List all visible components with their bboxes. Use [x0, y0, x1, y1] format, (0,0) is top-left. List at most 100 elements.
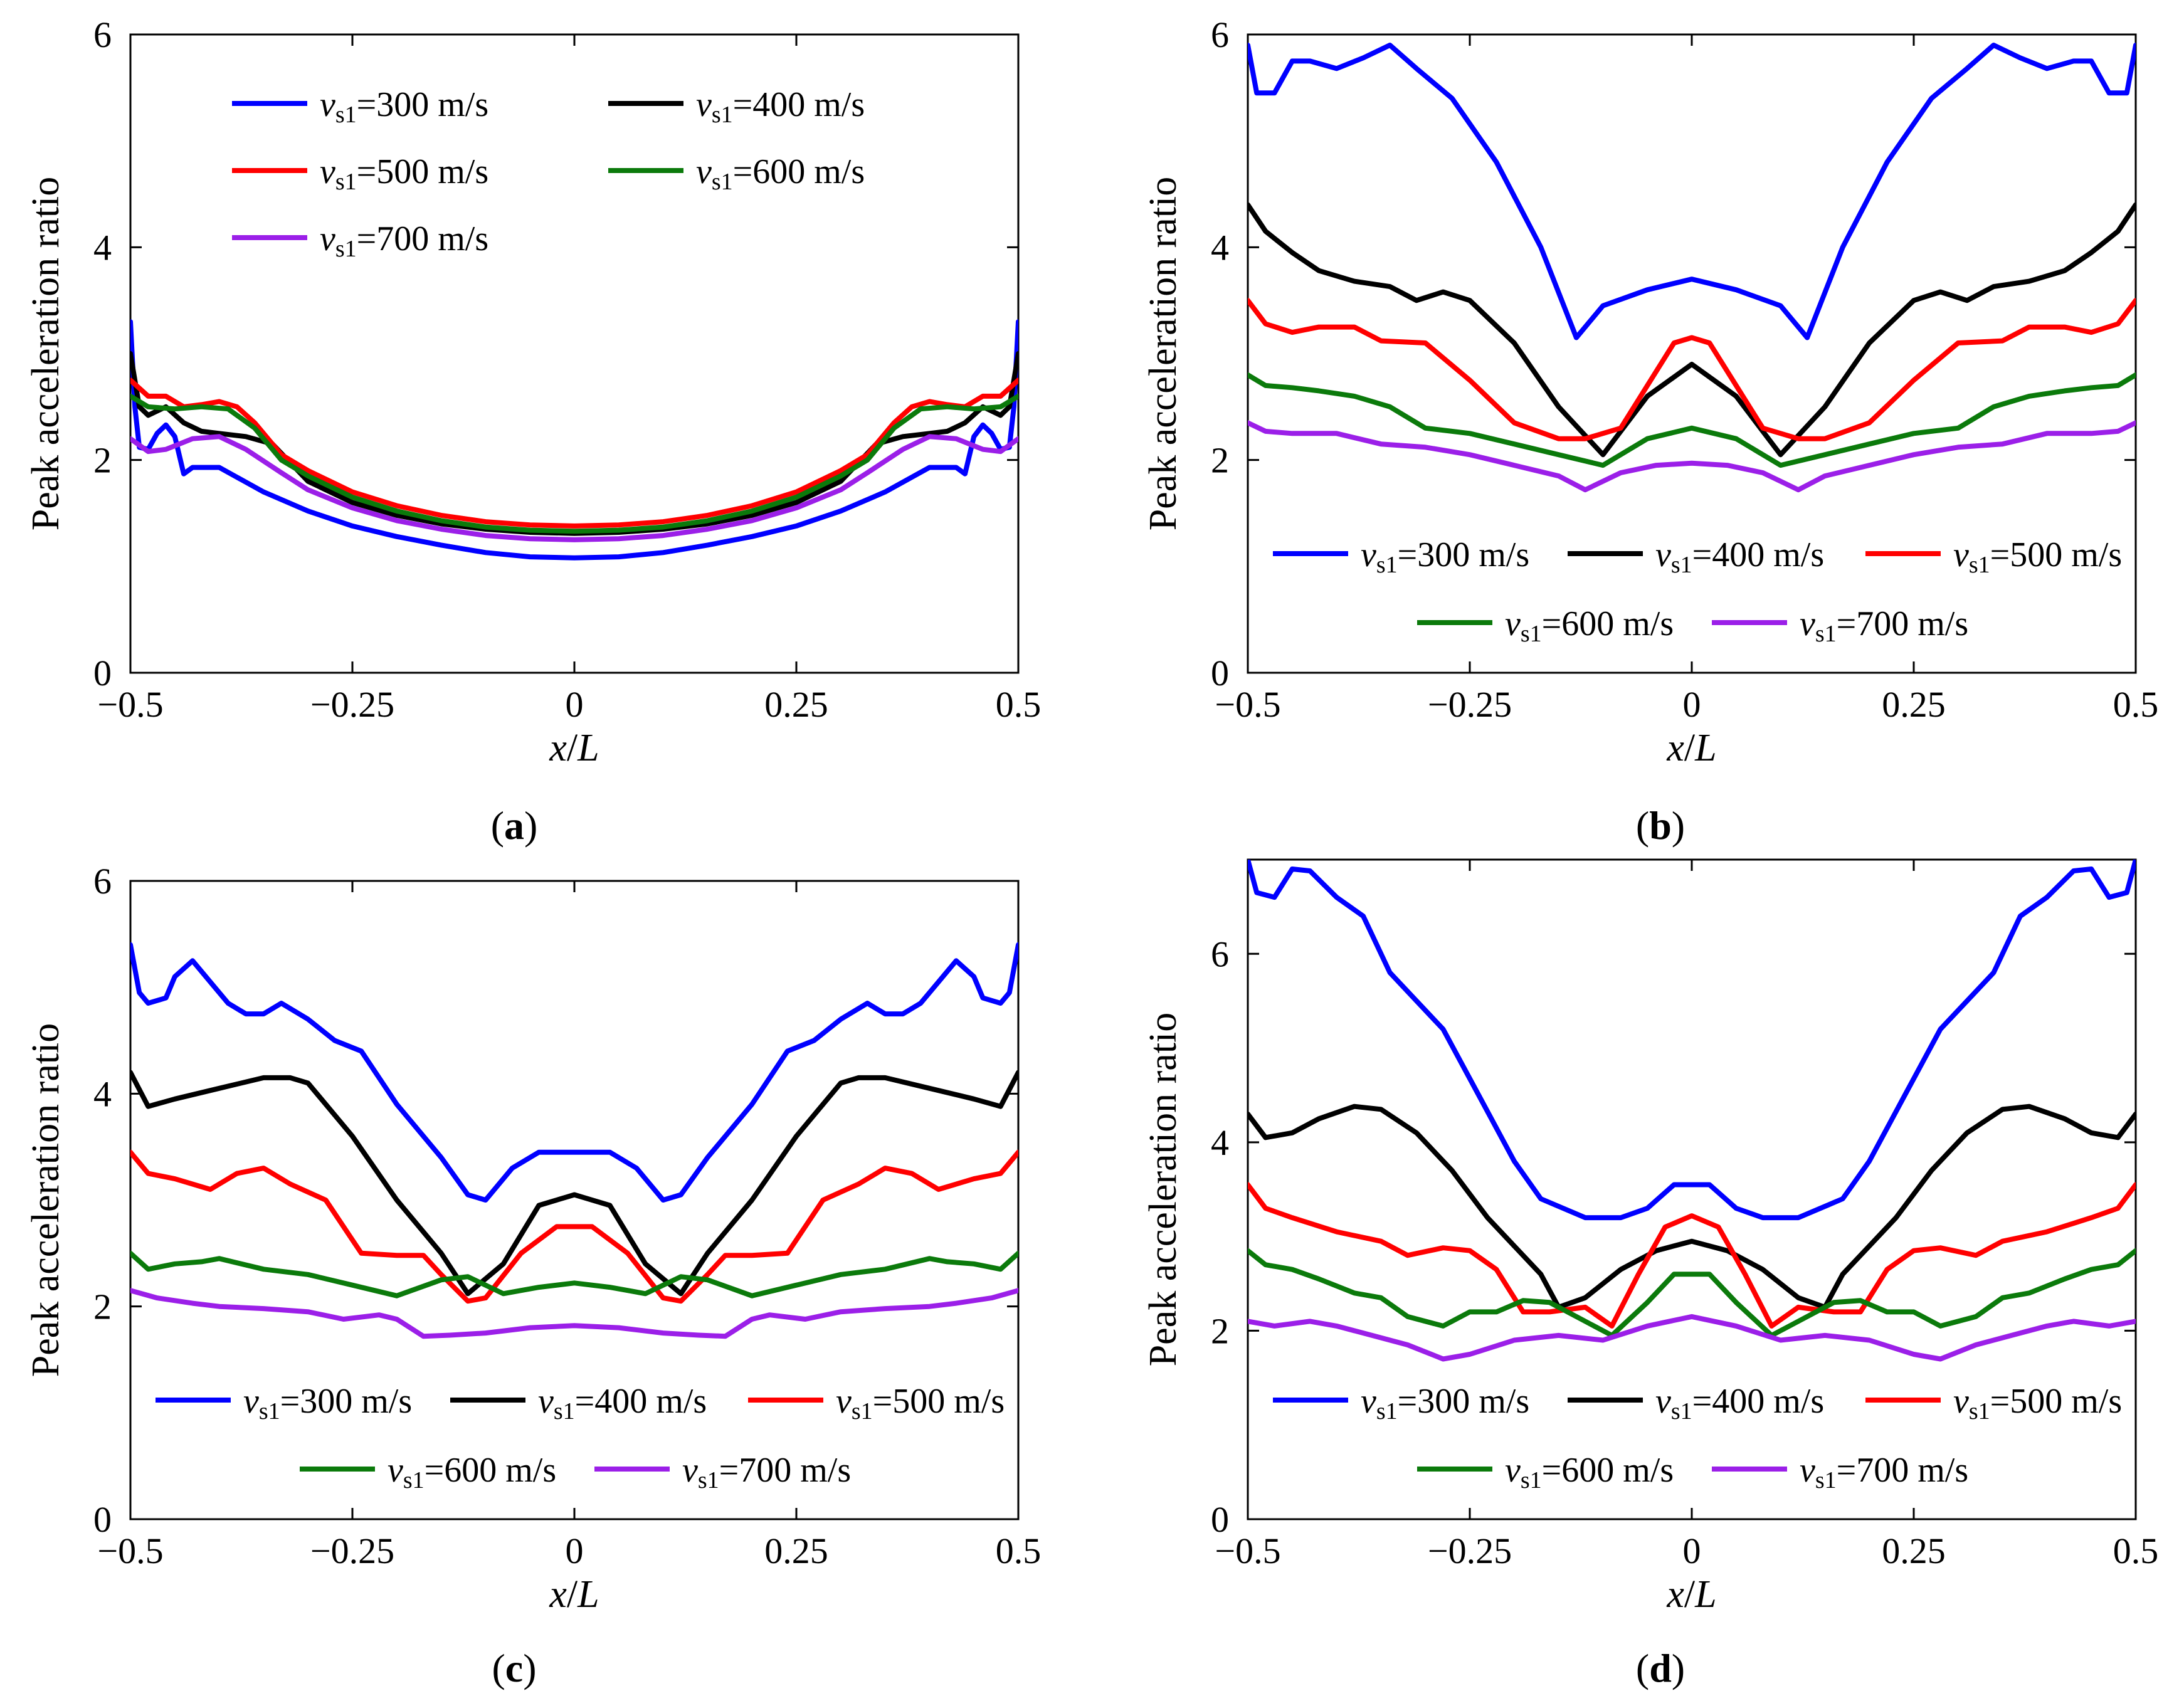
legend-eq: =: [1692, 1382, 1712, 1421]
legend-subscript: s1: [1815, 1467, 1837, 1493]
x-axis-title-x: x: [549, 727, 567, 769]
y-tick-label: 6: [93, 861, 112, 902]
panel-label: (c): [492, 1646, 536, 1690]
legend-label: vs1=300 m/s: [243, 1382, 412, 1425]
legend-label: vs1=700 m/s: [1800, 604, 1968, 647]
panel-label: (d): [1636, 1646, 1685, 1690]
series-group: [130, 942, 1018, 1339]
legend-item: vs1=400 m/s: [608, 85, 865, 128]
legend-subscript: s1: [403, 1467, 425, 1493]
legend-item: vs1=700 m/s: [1712, 1451, 1968, 1493]
x-tick-label: −0.5: [1215, 1530, 1280, 1571]
x-axis-title-x: x: [1666, 727, 1684, 769]
legend-label: vs1=300 m/s: [1361, 1382, 1529, 1425]
legend-value: 400 m/s: [594, 1382, 707, 1421]
y-tick-label: 0: [1211, 653, 1229, 693]
legend-item: vs1=500 m/s: [1865, 535, 2122, 578]
panel-label-letter: d: [1649, 1646, 1672, 1690]
legend-eq: =: [575, 1382, 595, 1421]
y-axis-title: Peak acceleration ratio: [24, 177, 67, 531]
legend-item: vs1=500 m/s: [1865, 1382, 2122, 1425]
legend-eq: =: [1542, 1451, 1562, 1490]
panel-label-close: ): [1672, 1646, 1685, 1690]
legend-symbol: v: [320, 152, 335, 191]
legend-label: vs1=600 m/s: [696, 152, 865, 195]
x-tick-label: −0.25: [310, 684, 394, 725]
x-axis-title-x: x: [549, 1573, 567, 1616]
x-axis-title-sep: /: [1684, 727, 1696, 769]
y-tick-label: 6: [1211, 14, 1229, 55]
legend-value: 600 m/s: [1561, 604, 1674, 643]
legend-subscript: s1: [335, 169, 357, 195]
legend-subscript: s1: [1521, 621, 1542, 647]
legend-symbol: v: [1800, 1451, 1815, 1490]
legend-symbol: v: [836, 1382, 852, 1421]
legend-label: vs1=400 m/s: [1655, 535, 1824, 578]
legend-symbol: v: [1505, 604, 1521, 643]
legend-subscript: s1: [1376, 552, 1398, 578]
legend-item: vs1=500 m/s: [748, 1382, 1005, 1425]
panel-label: (a): [491, 803, 538, 848]
x-tick-label: 0.5: [2113, 684, 2159, 725]
x-tick-label: 0: [566, 684, 584, 725]
legend-subscript: s1: [712, 102, 733, 128]
legend-subscript: s1: [335, 102, 357, 128]
x-tick-label: −0.25: [1428, 1530, 1512, 1571]
x-axis-title-sep: /: [1684, 1573, 1696, 1616]
legend-item: vs1=600 m/s: [608, 152, 865, 195]
legend-label: vs1=300 m/s: [1361, 535, 1529, 578]
panel-label-letter: a: [504, 803, 524, 848]
plot-frame: [129, 33, 1020, 674]
legend-value: 500 m/s: [892, 1382, 1005, 1421]
series-line-300: [130, 319, 1018, 561]
legend-label: vs1=600 m/s: [1505, 604, 1674, 647]
series-line-300: [1248, 43, 2136, 340]
y-tick-label: 0: [93, 653, 112, 693]
legend-eq: =: [1837, 604, 1857, 643]
y-tick-label: 6: [1211, 934, 1229, 974]
legend-item: vs1=300 m/s: [1273, 535, 1529, 578]
series-group: [1248, 43, 2136, 493]
x-axis-title: x/L: [549, 727, 599, 769]
legend-eq: =: [357, 219, 377, 258]
panel-label-close: ): [523, 1646, 536, 1690]
series-group: [1248, 860, 2136, 1362]
legend-subscript: s1: [1671, 552, 1692, 578]
legend-symbol: v: [1655, 535, 1671, 574]
y-tick-label: 2: [93, 440, 112, 481]
series-line-600: [1248, 372, 2136, 468]
legend-symbol: v: [1361, 1382, 1376, 1421]
legend-label: vs1=600 m/s: [388, 1451, 556, 1493]
series-group: [130, 319, 1018, 561]
series-line-400: [1248, 202, 2136, 458]
y-axis-title: Peak acceleration ratio: [24, 1023, 67, 1377]
x-axis-title-L: L: [577, 1573, 599, 1616]
legend-symbol: v: [696, 152, 712, 191]
y-tick-label: 2: [93, 1287, 112, 1327]
y-tick-label: 6: [93, 14, 112, 55]
legend-symbol: v: [538, 1382, 554, 1421]
x-axis-title-L: L: [577, 727, 599, 769]
series-line-700: [130, 1288, 1018, 1339]
legend-item: vs1=300 m/s: [232, 85, 488, 128]
series-line-400: [1248, 1103, 2136, 1310]
y-tick-label: 4: [93, 1073, 112, 1114]
legend-label: vs1=700 m/s: [320, 219, 488, 262]
x-tick-label: −0.25: [310, 1530, 394, 1571]
legend-eq: =: [1398, 1382, 1418, 1421]
legend-symbol: v: [1505, 1451, 1521, 1490]
panel-label-open: (: [491, 803, 504, 848]
x-tick-label: −0.5: [97, 1530, 163, 1571]
legend-subscript: s1: [698, 1467, 719, 1493]
legend-item: vs1=400 m/s: [1568, 1382, 1824, 1425]
x-axis-title: x/L: [1666, 727, 1716, 769]
x-tick-label: 0: [1683, 684, 1701, 725]
legend-item: vs1=600 m/s: [1417, 604, 1674, 647]
x-tick-label: 0.25: [764, 1530, 828, 1571]
legend-subscript: s1: [852, 1398, 873, 1425]
legend-subscript: s1: [259, 1398, 280, 1425]
y-tick-label: 2: [1211, 1310, 1229, 1351]
